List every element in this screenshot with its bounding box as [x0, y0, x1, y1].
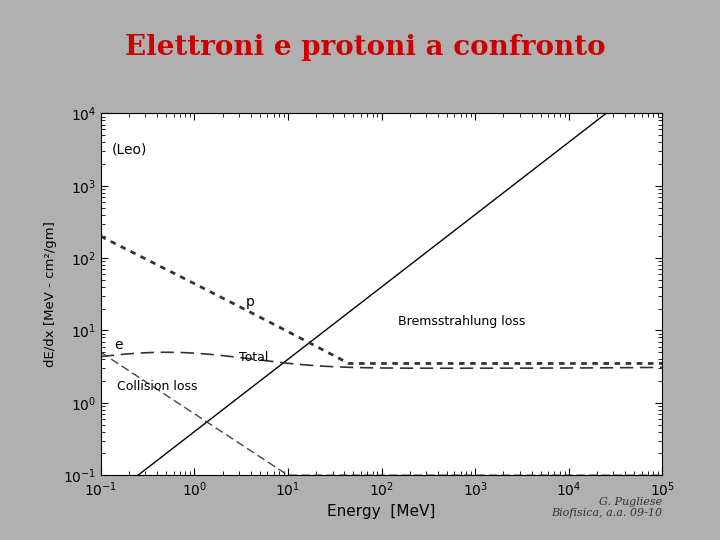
- Text: Elettroni e protoni a confronto: Elettroni e protoni a confronto: [125, 33, 606, 60]
- Text: Bremsstrahlung loss: Bremsstrahlung loss: [398, 315, 526, 328]
- Text: Collision loss: Collision loss: [117, 380, 198, 393]
- Text: (Leo): (Leo): [112, 142, 147, 156]
- X-axis label: Energy  [MeV]: Energy [MeV]: [328, 504, 436, 519]
- Text: G. Pugliese
Biofisica, a.a. 09-10: G. Pugliese Biofisica, a.a. 09-10: [552, 497, 662, 518]
- Text: Total: Total: [239, 351, 269, 364]
- Text: p: p: [246, 295, 254, 309]
- Y-axis label: dE/dx [MeV - cm²/gm]: dE/dx [MeV - cm²/gm]: [44, 221, 57, 367]
- Text: e: e: [114, 338, 123, 352]
